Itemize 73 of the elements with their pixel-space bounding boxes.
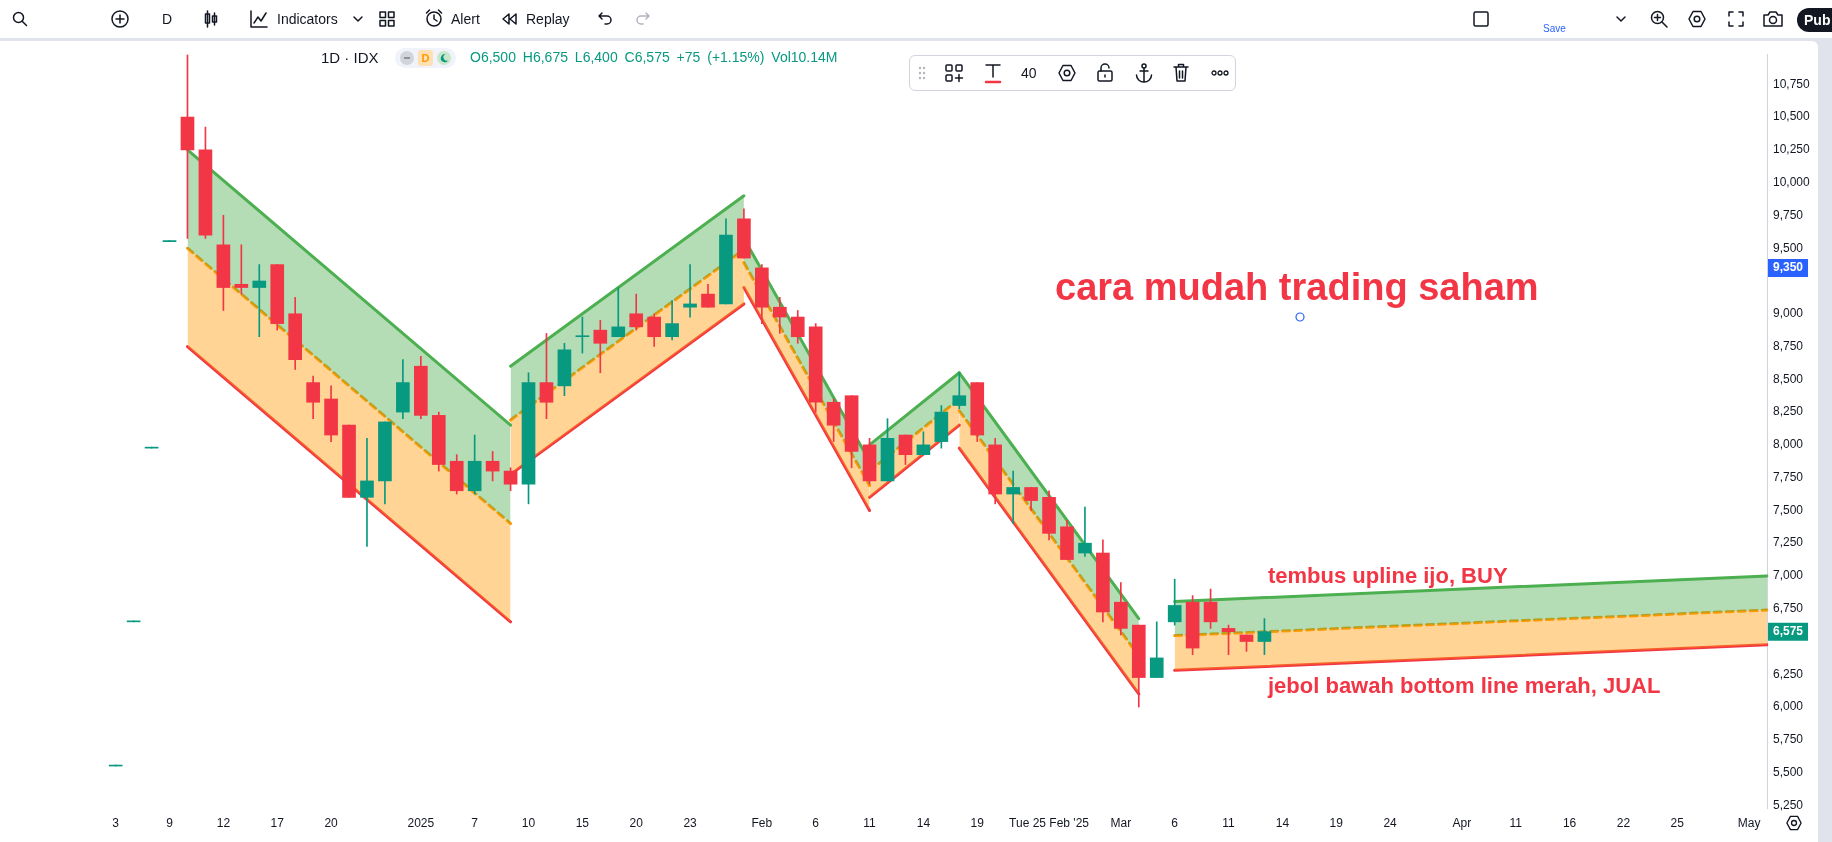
x-tick-label: 17 [270, 815, 285, 830]
candlestick [1078, 506, 1092, 557]
y-tick-label: 7,500 [1773, 502, 1804, 517]
x-tick-label: 7 [471, 815, 479, 830]
candlestick [683, 264, 697, 318]
x-tick-label: Tue 25 Feb '25 [1009, 815, 1090, 830]
x-tick-label: 22 [1616, 815, 1631, 830]
y-tick-label: 7,750 [1773, 469, 1804, 484]
y-tick-label: 6,250 [1773, 666, 1804, 681]
y-tick-label: 9,500 [1773, 240, 1804, 255]
x-tick-label: 19 [1329, 815, 1344, 830]
text: Pub [1797, 8, 1832, 32]
y-tick-label: 5,250 [1773, 797, 1804, 812]
annotation: jebol bawah bottom line merah, JUAL [1267, 673, 1661, 699]
y-tick-label: 7,000 [1773, 568, 1804, 583]
x-tick-label: 20 [324, 815, 339, 830]
x-tick-label: 12 [216, 815, 231, 830]
text: D [162, 11, 173, 27]
x-tick-label: Apr [1452, 815, 1472, 830]
y-tick-label: 8,250 [1773, 404, 1804, 419]
status-badge: D [395, 48, 456, 68]
x-tick-label: 3 [112, 815, 120, 830]
x-tick-label: May [1737, 815, 1761, 830]
candlestick [252, 264, 267, 338]
y-tick-label: 10,500 [1773, 109, 1811, 124]
annotation: 6,575 [1773, 623, 1804, 638]
floating-menu: 40 [909, 55, 1236, 91]
x-tick-label: 20 [629, 815, 644, 830]
annotation: tembus upline ijo, BUY [1268, 563, 1508, 589]
x-tick-label: 25 [1670, 815, 1685, 830]
y-tick-label: 5,500 [1773, 764, 1804, 779]
candlestick [360, 437, 374, 547]
x-tick-label: 11 [1222, 815, 1236, 830]
x-tick-label: 19 [970, 815, 985, 830]
y-tick-label: 6,750 [1773, 601, 1804, 616]
x-tick-label: 2025 [407, 815, 435, 830]
y-tick-label: 8,000 [1773, 437, 1804, 452]
x-tick-label: 11 [863, 815, 877, 830]
chart-subtitle: O6,500 H6,675 L6,400 C6,575 +75 (+1.15%) Vol10.14M [470, 49, 838, 65]
x-tick-label: 15 [575, 815, 590, 830]
x-tick-label: Mar [1110, 815, 1132, 830]
candlestick [611, 287, 626, 338]
y-tick-label: 8,500 [1773, 371, 1804, 386]
y-tick-label: 6,000 [1773, 699, 1804, 714]
x-tick-label: 14 [916, 815, 931, 830]
y-tick-label: 10,000 [1773, 174, 1811, 189]
y-tick-label: 7,250 [1773, 535, 1804, 550]
text: Save [1543, 23, 1566, 34]
text: Replay [526, 11, 570, 27]
x-tick-label: 6 [1171, 815, 1179, 830]
x-tick-label: 24 [1383, 815, 1398, 830]
annotation: 9,350 [1773, 260, 1804, 275]
x-tick-label: 11 [1509, 815, 1523, 830]
x-tick-label: 14 [1275, 815, 1290, 830]
y-tick-label: 9,000 [1773, 306, 1804, 321]
y-tick-label: 8,750 [1773, 338, 1804, 353]
annotation: D [418, 50, 433, 66]
y-tick-label: 10,750 [1773, 76, 1811, 91]
x-tick-label: 6 [812, 815, 820, 830]
x-tick-label: 16 [1562, 815, 1577, 830]
chart-title: 1D · IDX [321, 49, 379, 66]
text: Alert [451, 11, 480, 27]
annotation: cara mudah trading saham [1055, 266, 1539, 309]
text: Indicators [277, 11, 338, 27]
x-tick-label: Feb [751, 815, 773, 830]
candlestick [1006, 470, 1020, 524]
x-tick-label: 9 [166, 815, 174, 830]
annotation: 40 [1021, 65, 1037, 81]
y-tick-label: 5,750 [1773, 732, 1804, 747]
y-tick-label: 10,250 [1773, 142, 1811, 157]
y-tick-label: 9,750 [1773, 207, 1804, 222]
x-tick-label: 10 [521, 815, 536, 830]
x-tick-label: 23 [683, 815, 698, 830]
